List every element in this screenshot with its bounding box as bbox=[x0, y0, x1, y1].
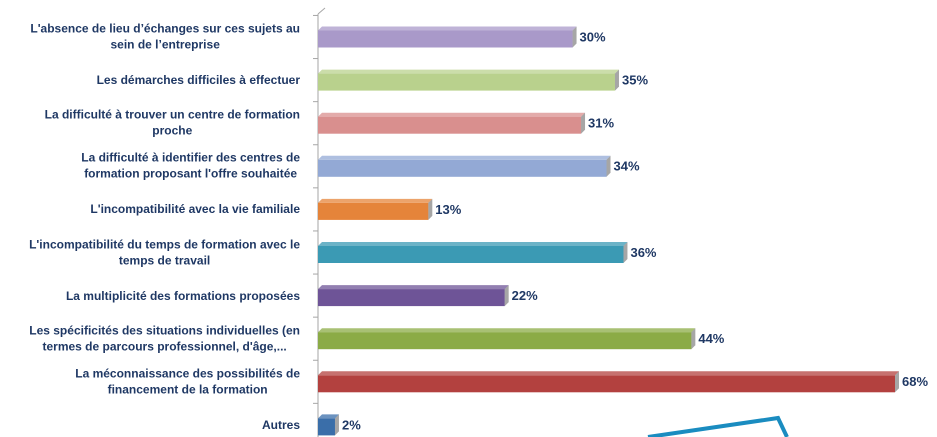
bar-side bbox=[428, 198, 433, 220]
bar-top bbox=[318, 155, 611, 160]
category-text: La méconnaissance des possibilités de fi… bbox=[75, 366, 300, 397]
bar bbox=[318, 116, 582, 134]
bar-top bbox=[318, 26, 577, 31]
category-label: L'incompatibilité avec la vie familiale bbox=[0, 200, 300, 218]
bar bbox=[318, 418, 335, 436]
category-text: Les démarches difficiles à effectuer bbox=[96, 73, 300, 88]
category-text: La difficulté à trouver un centre de for… bbox=[44, 107, 300, 138]
category-label: Autres bbox=[0, 416, 300, 434]
value-label: 13% bbox=[435, 202, 461, 217]
category-text: L'incompatibilité avec la vie familiale bbox=[90, 202, 300, 217]
bar-top bbox=[318, 285, 509, 290]
category-label: Les spécificités des situations individu… bbox=[0, 322, 300, 355]
arrow-decoration bbox=[647, 415, 789, 437]
bar-top bbox=[318, 414, 339, 419]
bar bbox=[318, 332, 692, 350]
value-label: 35% bbox=[622, 73, 648, 88]
category-label: La multiplicité des formations proposées bbox=[0, 287, 300, 305]
value-label: 22% bbox=[512, 288, 538, 303]
axis-depth bbox=[317, 7, 326, 15]
category-text: Les spécificités des situations individu… bbox=[29, 323, 300, 354]
bar bbox=[318, 202, 429, 220]
bar-top bbox=[318, 328, 696, 333]
bar-side bbox=[623, 242, 628, 263]
bar bbox=[318, 159, 607, 177]
value-label: 36% bbox=[630, 245, 656, 260]
bar bbox=[318, 30, 573, 48]
bar-side bbox=[581, 112, 586, 134]
category-label: La difficulté à identifier des centres d… bbox=[0, 150, 300, 183]
bar-side bbox=[614, 69, 619, 91]
category-label: L'incompatibilité du temps de formation … bbox=[0, 236, 300, 269]
category-text: L'incompatibilité du temps de formation … bbox=[29, 237, 300, 267]
bar-top bbox=[318, 69, 619, 74]
category-text: La multiplicité des formations proposées bbox=[65, 288, 300, 303]
bar bbox=[318, 289, 505, 307]
bar bbox=[318, 375, 895, 393]
bar-side bbox=[504, 285, 509, 307]
bar-top bbox=[318, 371, 899, 376]
category-text: La difficulté à identifier des centres d… bbox=[81, 150, 300, 181]
bar bbox=[318, 73, 615, 91]
bar-top bbox=[318, 112, 586, 117]
bar-top bbox=[318, 198, 433, 203]
category-text: L'absence de lieu d’échanges sur ces suj… bbox=[30, 21, 300, 52]
value-label: 2% bbox=[342, 417, 361, 432]
value-label: 34% bbox=[614, 159, 640, 174]
category-label: La méconnaissance des possibilités de fi… bbox=[0, 365, 300, 398]
bar-side bbox=[606, 155, 611, 177]
category-label: L'absence de lieu d’échanges sur ces suj… bbox=[0, 21, 300, 54]
category-label: La difficulté à trouver un centre de for… bbox=[0, 107, 300, 140]
value-label: 30% bbox=[580, 29, 606, 44]
bar-side bbox=[572, 26, 577, 48]
value-label: 31% bbox=[588, 116, 614, 131]
bar-side bbox=[895, 371, 899, 393]
bar-side bbox=[334, 414, 339, 436]
bar-side bbox=[691, 328, 696, 350]
bar-top bbox=[318, 242, 628, 246]
bar bbox=[318, 246, 624, 263]
category-text: Autres bbox=[261, 417, 300, 432]
category-label: Les démarches difficiles à effectuer bbox=[0, 71, 300, 89]
value-label: 68% bbox=[902, 374, 928, 389]
value-label: 44% bbox=[698, 331, 724, 346]
